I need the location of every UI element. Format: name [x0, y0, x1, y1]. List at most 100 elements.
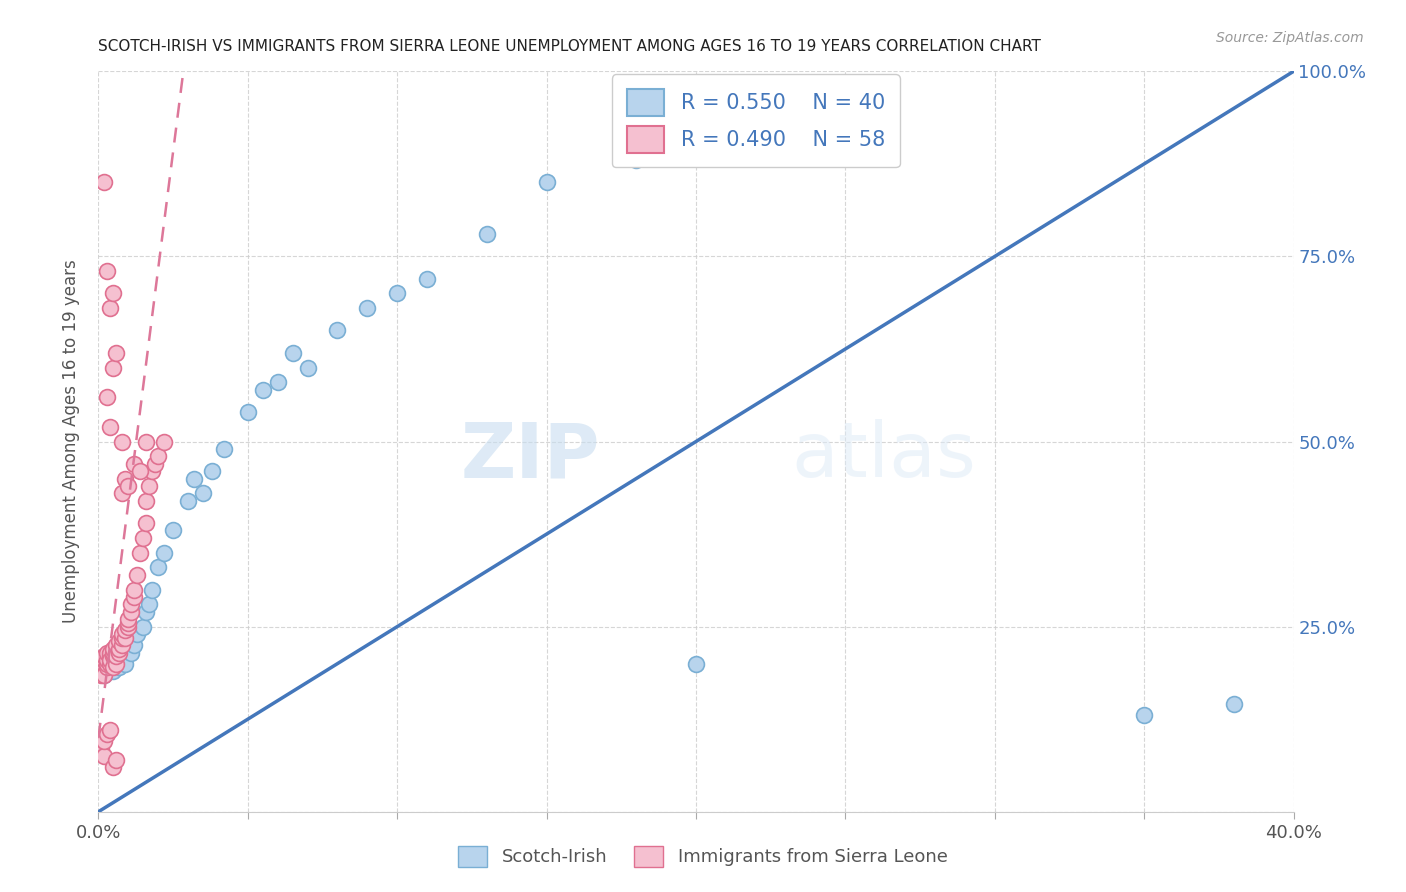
Point [183, 471, 205, 485]
Point [141, 464, 163, 478]
Y-axis label: Unemployment Among Ages 16 to 19 years: Unemployment Among Ages 16 to 19 years [62, 260, 80, 624]
Point [90, 660, 112, 674]
Point [111, 627, 134, 641]
Point [117, 641, 139, 656]
Point [111, 631, 134, 645]
Point [177, 493, 200, 508]
Point [93, 649, 115, 664]
Point [114, 631, 136, 645]
Point [93, 667, 115, 681]
Point [96, 657, 118, 671]
Point [191, 486, 214, 500]
Point [162, 524, 184, 538]
Legend: Scotch-Irish, Immigrants from Sierra Leone: Scotch-Irish, Immigrants from Sierra Leo… [451, 838, 955, 874]
Point [1133, 708, 1156, 723]
Point [90, 667, 112, 681]
Point [148, 450, 170, 464]
Point [326, 324, 349, 338]
Point [93, 175, 115, 190]
Point [267, 376, 290, 390]
Point [236, 405, 259, 419]
Point [103, 664, 125, 678]
Point [90, 664, 112, 678]
Point [96, 660, 118, 674]
Point [132, 619, 155, 633]
Point [93, 653, 115, 667]
Point [127, 627, 149, 641]
Point [105, 638, 128, 652]
Point [536, 175, 558, 190]
Point [96, 657, 118, 671]
Point [105, 646, 128, 660]
Point [385, 286, 409, 301]
Point [93, 660, 115, 674]
Point [111, 486, 134, 500]
Point [93, 734, 115, 748]
Point [685, 657, 707, 671]
Point [153, 434, 176, 449]
Point [90, 657, 112, 671]
Point [96, 727, 118, 741]
Point [111, 434, 134, 449]
Point [93, 749, 115, 764]
Point [103, 649, 125, 664]
Point [356, 301, 378, 316]
Point [93, 657, 115, 671]
Point [416, 271, 439, 285]
Point [98, 419, 122, 434]
Point [114, 657, 136, 671]
Point [124, 638, 146, 652]
Point [138, 598, 160, 612]
Point [117, 619, 139, 633]
Point [135, 493, 157, 508]
Point [201, 464, 224, 478]
Point [117, 479, 139, 493]
Point [108, 660, 131, 674]
Point [114, 471, 136, 485]
Point [124, 590, 146, 604]
Text: ZIP: ZIP [461, 419, 600, 493]
Point [96, 646, 118, 660]
Point [103, 641, 125, 656]
Point [132, 531, 155, 545]
Point [96, 653, 118, 667]
Point [120, 598, 142, 612]
Point [98, 649, 122, 664]
Point [141, 582, 163, 597]
Point [108, 641, 131, 656]
Legend: R = 0.550    N = 40, R = 0.490    N = 58: R = 0.550 N = 40, R = 0.490 N = 58 [612, 74, 900, 168]
Point [96, 264, 118, 278]
Point [120, 605, 142, 619]
Point [93, 667, 115, 681]
Point [124, 582, 146, 597]
Point [105, 653, 128, 667]
Point [117, 612, 139, 626]
Point [108, 646, 131, 660]
Point [111, 638, 134, 652]
Point [281, 345, 304, 359]
Point [135, 434, 157, 449]
Point [135, 516, 157, 530]
Point [117, 615, 139, 630]
Point [105, 657, 128, 671]
Point [129, 464, 152, 478]
Point [98, 723, 122, 738]
Point [98, 649, 122, 664]
Point [105, 649, 128, 664]
Text: atlas: atlas [792, 419, 976, 493]
Point [103, 286, 125, 301]
Point [1223, 698, 1246, 712]
Point [297, 360, 319, 375]
Point [212, 442, 235, 456]
Text: SCOTCH-IRISH VS IMMIGRANTS FROM SIERRA LEONE UNEMPLOYMENT AMONG AGES 16 TO 19 YE: SCOTCH-IRISH VS IMMIGRANTS FROM SIERRA L… [98, 38, 1042, 54]
Point [103, 660, 125, 674]
Text: Source: ZipAtlas.com: Source: ZipAtlas.com [1216, 31, 1364, 45]
Point [153, 546, 176, 560]
Point [90, 741, 112, 756]
Point [475, 227, 498, 242]
Point [108, 634, 131, 648]
Point [103, 360, 125, 375]
Point [98, 646, 122, 660]
Point [103, 760, 125, 774]
Point [114, 624, 136, 638]
